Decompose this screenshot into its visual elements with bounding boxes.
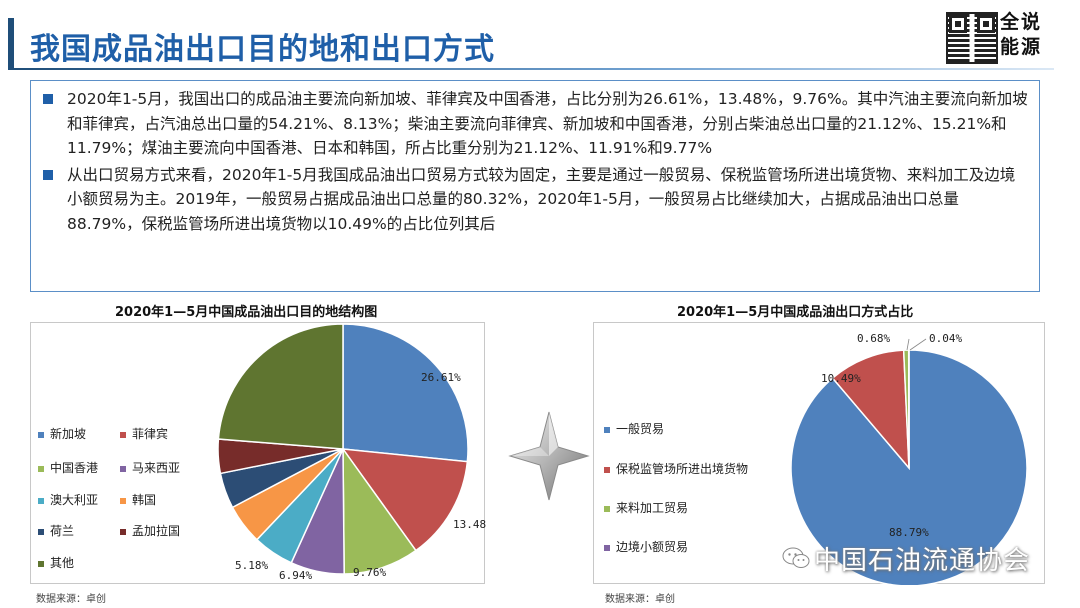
legend-swatch-icon bbox=[38, 465, 44, 472]
legend-label: 边境小额贸易 bbox=[616, 540, 689, 554]
pie-data-label-2-1: 10.49% bbox=[821, 372, 861, 385]
qr-code-icon[interactable] bbox=[946, 12, 998, 64]
legend-label: 马来西亚 bbox=[132, 461, 181, 475]
legend-swatch-icon bbox=[38, 560, 44, 567]
legend-item-1-3: 马来西亚 bbox=[120, 459, 180, 476]
legend-item-1-2: 中国香港 bbox=[38, 459, 98, 476]
pie-slice-1-0 bbox=[342, 323, 469, 463]
pie-data-label-2-2: 0.68% bbox=[857, 332, 890, 345]
legend-label: 新加坡 bbox=[50, 427, 87, 441]
paragraph-text: 从出口贸易方式来看，2020年1-5月我国成品油出口贸易方式较为固定，主要是通过… bbox=[67, 165, 1016, 233]
chart-1-frame: 26.61% 13.48% 9.76% 6.94% 5.18% bbox=[30, 322, 493, 584]
pie-data-label-1-1: 13.48% bbox=[453, 518, 486, 531]
legend-item-1-6: 荷兰 bbox=[38, 522, 74, 539]
legend-swatch-icon bbox=[604, 466, 610, 473]
chart-2-source: 数据来源：卓创 bbox=[605, 594, 675, 605]
square-bullet-icon bbox=[43, 94, 53, 104]
legend-item-1-0: 新加坡 bbox=[38, 425, 86, 442]
pie-data-label-1-3: 6.94% bbox=[279, 569, 312, 582]
legend-label: 来料加工贸易 bbox=[616, 501, 689, 515]
pie-slice-1-8 bbox=[217, 323, 344, 450]
wechat-icon bbox=[782, 547, 810, 568]
legend-label: 孟加拉国 bbox=[132, 524, 181, 538]
legend-swatch-icon bbox=[120, 528, 126, 535]
legend-swatch-icon bbox=[604, 505, 610, 512]
legend-item-1-7: 孟加拉国 bbox=[120, 522, 180, 539]
title-accent-bar bbox=[8, 18, 1044, 70]
legend-item-1-8: 其他 bbox=[38, 554, 74, 571]
chart-2-frame: 88.79% 10.49% 0.68% 0.04% bbox=[593, 322, 1045, 587]
paragraph-text: 2020年1-5月，我国出口的成品油主要流向新加坡、菲律宾及中国香港，占比分别为… bbox=[67, 90, 1028, 157]
legend-swatch-icon bbox=[120, 431, 126, 438]
brand-logo: 全说 能源 bbox=[1000, 10, 1050, 60]
legend-label: 一般贸易 bbox=[616, 422, 665, 436]
legend-label: 荷兰 bbox=[50, 524, 75, 538]
legend-swatch-icon bbox=[38, 431, 44, 438]
pie-slice-1-1 bbox=[341, 448, 469, 552]
brand-line-2: 能源 bbox=[1000, 36, 1043, 58]
pie-data-label-1-0: 26.61% bbox=[421, 371, 461, 384]
chart-1-source: 数据来源：卓创 bbox=[36, 594, 106, 605]
summary-paragraph-1: 2020年1-5月，我国出口的成品油主要流向新加坡、菲律宾及中国香港，占比分别为… bbox=[41, 87, 1029, 161]
legend-swatch-icon bbox=[38, 528, 44, 535]
legend-swatch-icon bbox=[120, 465, 126, 472]
square-bullet-icon bbox=[43, 169, 53, 180]
pie-slice-1-2 bbox=[342, 446, 417, 575]
brand-line-1: 全说 bbox=[1000, 11, 1043, 33]
legend-swatch-icon bbox=[604, 544, 610, 551]
legend-label: 其他 bbox=[50, 556, 75, 570]
pie-slice-2-1 bbox=[831, 349, 910, 471]
page-title: 我国成品油出口目的地和出口方式 bbox=[30, 32, 495, 67]
pie-data-label-2-3: 0.04% bbox=[929, 332, 962, 345]
summary-paragraph-2: 从出口贸易方式来看，2020年1-5月我国成品油出口贸易方式较为固定，主要是通过… bbox=[41, 163, 1029, 237]
trade-mode-pie-chart: 88.79% 10.49% 0.68% 0.04% bbox=[790, 332, 1028, 587]
legend-label: 菲律宾 bbox=[132, 427, 169, 441]
legend-item-2-3: 边境小额贸易 bbox=[604, 538, 688, 555]
legend-item-2-0: 一般贸易 bbox=[604, 420, 664, 437]
legend-item-1-4: 澳大利亚 bbox=[38, 491, 98, 508]
legend-swatch-icon bbox=[38, 497, 44, 504]
legend-label: 韩国 bbox=[132, 493, 157, 507]
watermark-text: 中国石油流通协会 bbox=[814, 546, 1031, 576]
legend-label: 澳大利亚 bbox=[50, 493, 99, 507]
chart-2-title: 2020年1—5月中国成品油出口方式占比 bbox=[677, 305, 914, 320]
pie-data-label-2-0: 88.79% bbox=[889, 526, 929, 539]
pie-data-label-1-2: 9.76% bbox=[353, 566, 386, 579]
leader-line-1 bbox=[909, 338, 927, 351]
legend-item-1-1: 菲律宾 bbox=[120, 425, 168, 442]
legend-item-1-5: 韩国 bbox=[120, 491, 156, 508]
legend-item-2-1: 保税监管场所进出境货物 bbox=[604, 460, 748, 477]
title-divider bbox=[14, 68, 1054, 70]
destination-pie-chart: 26.61% 13.48% 9.76% 6.94% 5.18% bbox=[217, 323, 493, 582]
legend-item-2-2: 来料加工贸易 bbox=[604, 499, 688, 516]
leader-line-0 bbox=[906, 338, 910, 351]
chart-1-title: 2020年1—5月中国成品油出口目的地结构图 bbox=[115, 305, 378, 320]
summary-box: 2020年1-5月，我国出口的成品油主要流向新加坡、菲律宾及中国香港，占比分别为… bbox=[30, 80, 1040, 292]
legend-swatch-icon bbox=[120, 497, 126, 504]
legend-label: 中国香港 bbox=[50, 461, 99, 475]
pie-data-label-1-5: 5.18% bbox=[235, 559, 268, 572]
four-point-star-icon bbox=[508, 411, 590, 501]
legend-swatch-icon bbox=[604, 426, 610, 433]
legend-label: 保税监管场所进出境货物 bbox=[616, 462, 749, 476]
